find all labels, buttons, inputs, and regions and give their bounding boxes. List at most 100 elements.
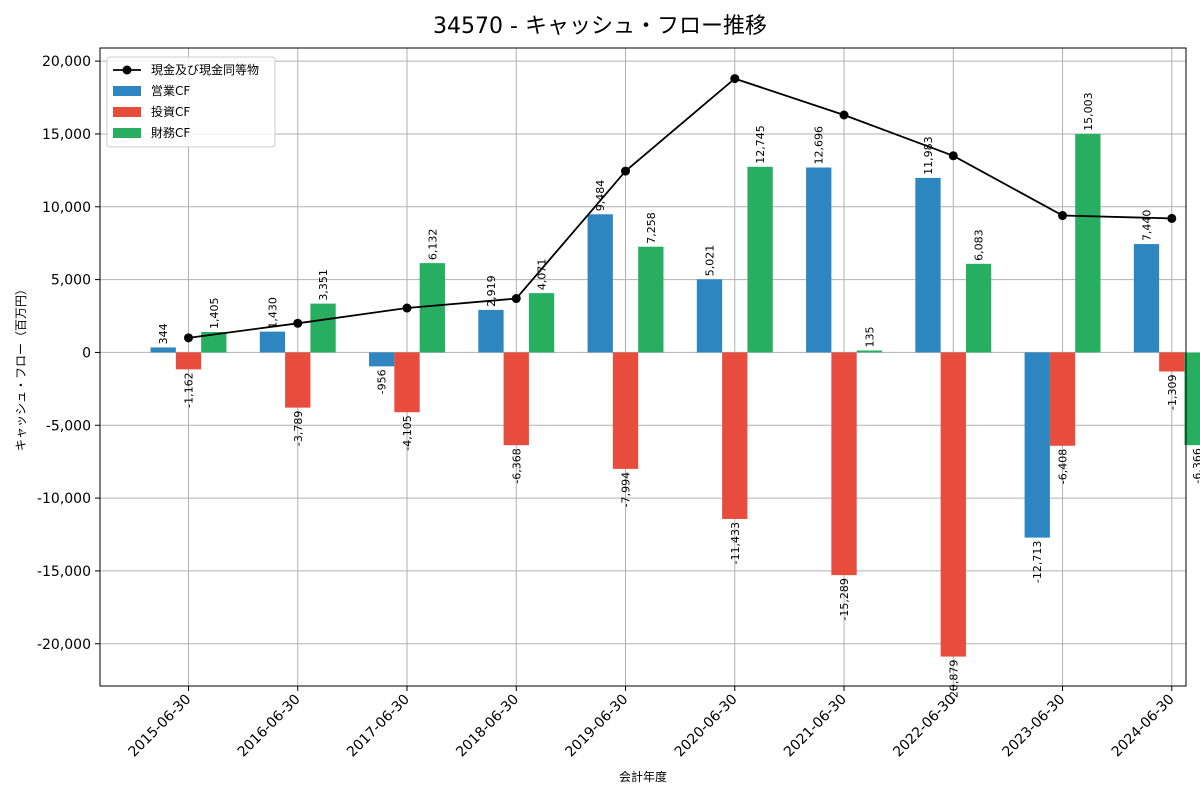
x-tick-label: 2023-06-30 bbox=[1000, 692, 1069, 761]
bar-2-2020-06-30 bbox=[722, 352, 748, 519]
cash-line-series bbox=[183, 74, 1177, 343]
bar-1-2018-06-30 bbox=[478, 309, 504, 353]
bar-2-2021-06-30 bbox=[831, 352, 857, 576]
bar-2-2019-06-30 bbox=[612, 352, 639, 469]
bar-value-label: 15,003 bbox=[1082, 92, 1095, 131]
bar-1-2020-06-30 bbox=[696, 279, 723, 353]
plot-frame bbox=[99, 47, 1187, 687]
bar-2-2017-06-30 bbox=[394, 352, 420, 413]
legend-label: 財務CF bbox=[151, 125, 190, 140]
bar-2-2022-06-30 bbox=[940, 352, 966, 657]
bar-value-label: 7,258 bbox=[645, 212, 658, 244]
bar-value-label: -1,162 bbox=[182, 372, 195, 407]
bar-value-label: 344 bbox=[157, 323, 170, 344]
bar-1-2023-06-30 bbox=[1024, 352, 1050, 538]
bar-value-label: -6,366 bbox=[1191, 448, 1200, 483]
legend-swatch bbox=[113, 107, 141, 117]
bar-3-2020-06-30 bbox=[747, 166, 773, 353]
y-tick-label: 0 bbox=[82, 345, 91, 361]
bar-3-2023-06-30 bbox=[1075, 133, 1101, 353]
bar-value-label: 2,919 bbox=[485, 275, 498, 307]
cash-point-2018-06-30 bbox=[511, 294, 521, 304]
bar-value-label: 5,021 bbox=[703, 245, 716, 277]
bar-1-2024-06-30 bbox=[1133, 244, 1160, 353]
cash-point-2022-06-30 bbox=[948, 151, 958, 161]
bar-value-label: 12,745 bbox=[754, 125, 767, 164]
cash-point-2021-06-30 bbox=[839, 110, 849, 120]
x-axis-ticks: 2015-06-30 2016-06-30 2017-06-30 2018-06-30… bbox=[125, 686, 1178, 761]
cash-point-2023-06-30 bbox=[1058, 211, 1068, 221]
bar-value-label: 12,696 bbox=[813, 126, 826, 165]
bar-value-label: 135 bbox=[863, 326, 876, 347]
bar-1-2015-06-30 bbox=[150, 347, 176, 353]
legend-swatch bbox=[113, 86, 141, 96]
legend-label: 営業CF bbox=[151, 84, 190, 98]
y-tick-label: 20,000 bbox=[42, 54, 91, 70]
chart-title: 34570 - キャッシュ・フロー推移 bbox=[433, 14, 767, 39]
bar-value-label: -15,289 bbox=[838, 578, 851, 620]
bar-value-label: -956 bbox=[376, 369, 389, 394]
cash-point-2020-06-30 bbox=[730, 74, 740, 84]
x-tick-label: 2015-06-30 bbox=[125, 692, 194, 761]
bar-value-label: 6,132 bbox=[426, 229, 439, 261]
y-tick-label: 5,000 bbox=[51, 273, 91, 289]
bar-value-label: -12,713 bbox=[1031, 541, 1044, 583]
bar-value-label: -3,789 bbox=[292, 411, 305, 446]
bar-3-2016-06-30 bbox=[310, 303, 336, 353]
x-tick-label: 2021-06-30 bbox=[781, 692, 850, 761]
bar-1-2017-06-30 bbox=[369, 352, 395, 367]
legend-box bbox=[106, 56, 276, 148]
bar-series bbox=[150, 133, 1200, 657]
bar-value-label: -6,368 bbox=[510, 448, 523, 483]
x-tick-label: 2022-06-30 bbox=[890, 692, 959, 761]
bar-2-2015-06-30 bbox=[175, 352, 202, 370]
y-tick-label: -10,000 bbox=[37, 491, 91, 507]
bar-2-2016-06-30 bbox=[285, 352, 311, 408]
bar-2-2018-06-30 bbox=[503, 352, 529, 446]
cash-point-2015-06-30 bbox=[183, 333, 193, 343]
bar-3-2019-06-30 bbox=[638, 246, 664, 353]
bar-1-2021-06-30 bbox=[806, 167, 832, 353]
legend-label: 現金及び現金同等物 bbox=[151, 62, 259, 77]
cash-point-2017-06-30 bbox=[402, 303, 412, 313]
x-tick-label: 2020-06-30 bbox=[672, 692, 741, 761]
bar-value-label: -7,994 bbox=[620, 472, 633, 507]
x-axis-label: 会計年度 bbox=[619, 769, 667, 784]
bar-3-2018-06-30 bbox=[528, 293, 555, 353]
y-tick-label: 15,000 bbox=[42, 127, 91, 143]
bar-value-label: 1,430 bbox=[266, 297, 279, 329]
y-tick-label: 10,000 bbox=[42, 200, 91, 216]
bar-3-2017-06-30 bbox=[419, 263, 445, 353]
bar-1-2022-06-30 bbox=[915, 177, 941, 353]
bar-2-2023-06-30 bbox=[1049, 352, 1076, 446]
bar-1-2019-06-30 bbox=[587, 214, 613, 353]
bar-value-label: 6,083 bbox=[973, 229, 986, 261]
bar-value-label: -6,408 bbox=[1057, 449, 1070, 484]
cash-point-2016-06-30 bbox=[293, 318, 303, 328]
y-tick-label: -15,000 bbox=[37, 564, 91, 580]
cash-point-2019-06-30 bbox=[621, 166, 631, 176]
data-labels: 344 1,430 -956 2,919 9,484 5,021 12,696 11,983 -… bbox=[157, 92, 1200, 702]
bar-value-label: 4,071 bbox=[536, 259, 549, 291]
legend-marker bbox=[122, 65, 132, 75]
bar-2-2024-06-30 bbox=[1159, 352, 1185, 372]
y-axis-label: キャッシュ・フロー（百万円） bbox=[14, 283, 28, 451]
bar-value-label: 7,440 bbox=[1140, 210, 1153, 242]
bar-3-2021-06-30 bbox=[856, 350, 882, 353]
bar-3-2015-06-30 bbox=[201, 331, 227, 353]
bar-value-label: 1,405 bbox=[208, 297, 221, 329]
bar-value-label: -20,879 bbox=[947, 660, 960, 702]
bar-value-label: -11,433 bbox=[729, 522, 742, 564]
legend-swatch bbox=[113, 128, 141, 138]
bar-3-2024-06-30 bbox=[1184, 352, 1200, 446]
x-tick-label: 2018-06-30 bbox=[453, 692, 522, 761]
bar-value-label: 11,983 bbox=[922, 136, 935, 175]
legend-label: 投資CF bbox=[151, 104, 190, 119]
bar-value-label: 9,484 bbox=[594, 180, 607, 212]
y-tick-label: -20,000 bbox=[37, 637, 91, 653]
x-tick-label: 2016-06-30 bbox=[235, 692, 304, 761]
bar-value-label: -1,309 bbox=[1166, 375, 1179, 410]
x-tick-label: 2017-06-30 bbox=[344, 692, 413, 761]
